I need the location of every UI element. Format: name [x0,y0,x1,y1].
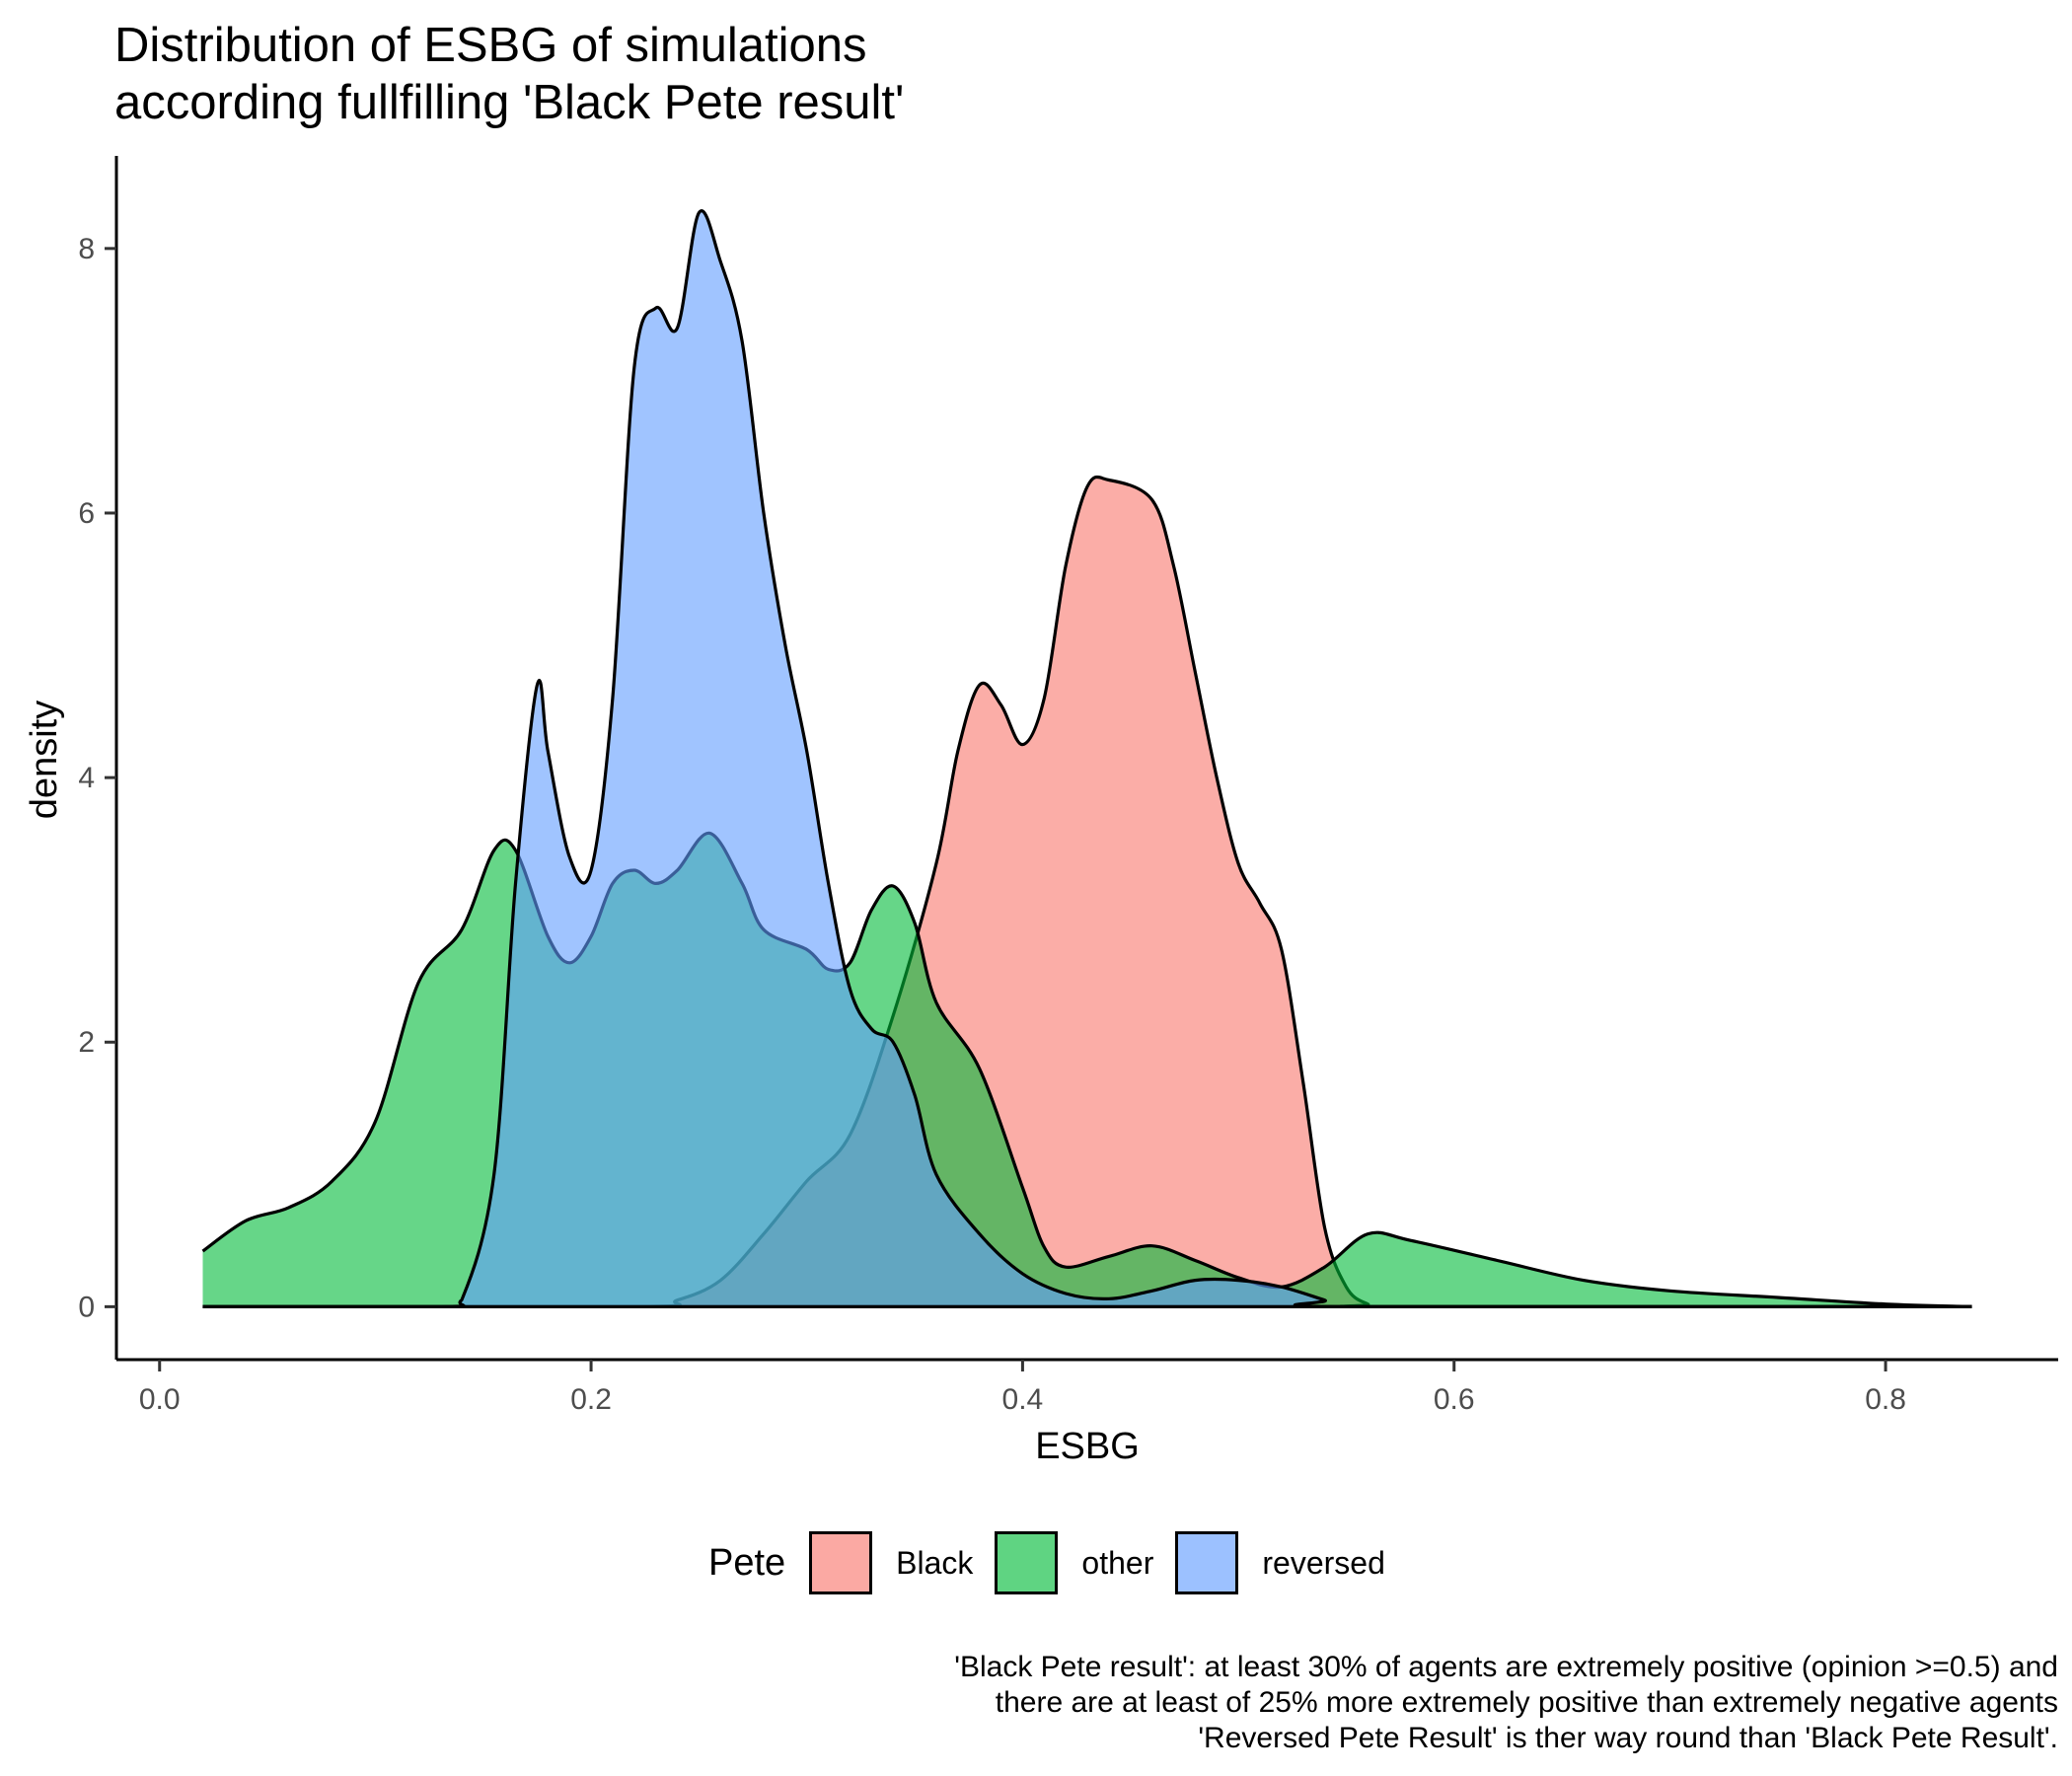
y-tick-label: 0 [78,1291,95,1323]
caption-line-1: 'Black Pete result': at least 30% of age… [954,1651,2058,1683]
legend-label-reversed: reversed [1262,1544,1385,1581]
caption-line-2: there are at least of 25% more extremely… [995,1686,2058,1719]
x-tick-label: 0.8 [1865,1383,1906,1416]
legend-item-reversed: reversed [1175,1531,1385,1594]
legend-label-other: other [1081,1544,1154,1581]
legend-item-other: other [995,1531,1153,1594]
legend-title: Pete [708,1541,786,1584]
legend-key-black [809,1531,873,1594]
legend-key-other [995,1531,1059,1594]
legend: Pete Black other reversed [708,1531,1407,1594]
density-chart: 0.0 0.2 0.4 0.6 0.8 0 2 4 6 8 ESBG density [24,156,2058,1467]
density-line-other [201,831,1972,1308]
chart-title-line-2: according fullfilling 'Black Pete result… [114,76,905,129]
chart-caption: 'Black Pete result': at least 30% of age… [954,1650,2058,1756]
density-area-reversed [202,210,1972,1307]
axis-layer: 0.0 0.2 0.4 0.6 0.8 0 2 4 6 8 [78,156,2058,1416]
density-line-reversed [202,209,1972,1309]
chart-title-line-1: Distribution of ESBG of simulations [114,19,867,72]
x-axis-title: ESBG [1035,1426,1140,1467]
density-area-black [202,477,1972,1307]
legend-label-black: Black [896,1544,974,1581]
x-tick-label: 0.0 [139,1383,181,1416]
y-tick-label: 6 [78,497,95,530]
y-axis-title: density [24,701,65,819]
x-tick-label: 0.6 [1434,1383,1475,1416]
caption-line-3: 'Reversed Pete Result' is ther way round… [1198,1722,2058,1754]
y-tick-label: 8 [78,233,95,265]
y-tick-label: 4 [78,762,95,794]
legend-item-black: Black [809,1531,973,1594]
y-tick-label: 2 [78,1026,95,1059]
x-tick-label: 0.2 [570,1383,612,1416]
legend-key-reversed [1175,1531,1239,1594]
x-tick-label: 0.4 [1002,1383,1044,1416]
series-layer [201,209,1972,1309]
